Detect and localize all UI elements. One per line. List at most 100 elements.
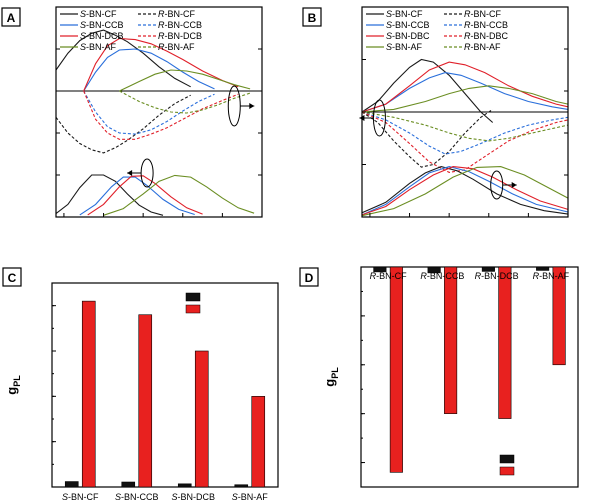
category-label-name: -BN-CCB <box>121 492 159 502</box>
category-label: R-BN-AF <box>533 271 570 281</box>
category-label-prefix: S <box>232 492 238 502</box>
legend-label-name: -BN-DBC <box>471 31 509 41</box>
bar-neat-film <box>81 300 96 488</box>
bar-neat-film <box>138 314 153 488</box>
bar-neat-film <box>498 266 512 419</box>
category-label: R-BN-DCB <box>475 271 519 281</box>
category-label-prefix: S <box>62 492 68 502</box>
legend-label-name: -BN-DCB <box>86 31 124 41</box>
legend-label-name: -BN-CCB <box>471 20 509 30</box>
series-line-cpl-2 <box>83 48 215 92</box>
category-label-name: -BN-AF <box>238 492 268 502</box>
legend-swatch <box>185 304 201 314</box>
legend-label: R-BN-CF <box>464 9 501 19</box>
y-axis-title-main: g <box>322 379 337 387</box>
bar-neat-film <box>251 396 266 488</box>
legend-label: R-BN-DCB <box>158 31 202 41</box>
bar-solution <box>481 266 495 272</box>
legend-label-name: -BN-CF <box>392 9 423 19</box>
panel-a: A S-BN-CF R-BN-CFS-BN-CCB R-BN-CCBS-BN-DCB… <box>1 6 263 218</box>
category-label-name: -BN-CCB <box>427 271 465 281</box>
y-axis-title-main: g <box>4 387 19 395</box>
legend-label-prefix: S <box>80 42 86 52</box>
legend-label: R-BN-DBC <box>464 31 508 41</box>
category-label: R-BN-CCB <box>420 271 464 281</box>
legend-swatch <box>185 292 201 302</box>
annotation-ellipse <box>140 158 154 188</box>
plot-frame <box>51 282 279 488</box>
series-line-cpl-3 <box>361 111 569 155</box>
bar-neat-film <box>552 266 566 366</box>
panel-c-badge <box>2 267 22 287</box>
series-line-cpl-0 <box>361 58 494 123</box>
panel-b-letter: B <box>308 11 317 25</box>
series-line-pl-10 <box>87 175 203 216</box>
legend-label-name: -BN-DCB <box>165 31 203 41</box>
legend-label-prefix: R <box>158 42 165 52</box>
panel-d-badge <box>299 267 319 287</box>
category-label: S-BN-CCB <box>115 492 159 502</box>
legend-label-prefix: R <box>464 20 471 30</box>
annotation-ellipse <box>227 85 241 127</box>
bar-neat-film <box>444 266 458 414</box>
legend-label: R-BN-CCB <box>464 20 508 30</box>
legend-label-name: -BN-DBC <box>392 31 430 41</box>
series-line-pl-10 <box>361 166 569 216</box>
legend-swatch <box>499 466 515 476</box>
legend-label-prefix: S <box>386 9 392 19</box>
legend-label: S-BN-AF <box>80 42 117 52</box>
series-line-cpl-1 <box>55 94 191 154</box>
y-axis-title: gPL <box>322 367 340 387</box>
series-line-cpl-7 <box>119 90 251 114</box>
bar-solution <box>64 481 79 488</box>
legend-label: S-BN-CF <box>80 9 117 19</box>
category-label-name: -BN-DCB <box>481 271 519 281</box>
series-line-cpl-4 <box>361 61 569 113</box>
legend-label-name: -BN-CCB <box>165 20 203 30</box>
annotation-arrowhead <box>511 182 517 188</box>
series-line-pl-8 <box>361 166 569 215</box>
legend-label-name: -BN-AF <box>165 42 195 52</box>
plot-frame <box>360 266 579 488</box>
series-line-pl-11 <box>103 174 255 216</box>
legend-label-name: -BN-CCB <box>86 20 124 30</box>
legend-label-prefix: R <box>158 31 165 41</box>
legend-label-name: -BN-AF <box>86 42 116 52</box>
series-line-cpl-4 <box>83 37 239 92</box>
series-line-cpl-5 <box>361 111 569 173</box>
panel-a-letter: A <box>7 11 16 25</box>
y-axis-title-subscript: PL <box>12 375 22 387</box>
category-label-prefix: R <box>420 271 427 281</box>
series-line-cpl-6 <box>119 69 251 92</box>
series-line-pl-8 <box>55 174 164 216</box>
bar-solution <box>121 481 136 488</box>
legend-label: S-BN-AF <box>386 42 423 52</box>
legend-label-prefix: S <box>80 9 86 19</box>
bar-neat-film <box>389 266 403 473</box>
legend-label: R-BN-AF <box>158 42 195 52</box>
series-line-cpl-5 <box>83 90 239 140</box>
series-line-cpl-2 <box>361 72 569 113</box>
bar-solution <box>427 266 441 274</box>
series-line-cpl-1 <box>361 108 494 168</box>
legend-label-name: -BN-AF <box>471 42 501 52</box>
bar-solution <box>536 266 550 271</box>
category-label: R-BN-CF <box>370 271 407 281</box>
series-line-pl-9 <box>361 166 569 216</box>
legend-label-prefix: R <box>158 9 165 19</box>
category-label-prefix: R <box>370 271 377 281</box>
bar-neat-film <box>194 350 209 488</box>
panel-c-letter: C <box>8 271 17 285</box>
bar-solution <box>373 266 387 273</box>
category-label-prefix: S <box>115 492 121 502</box>
legend-label-prefix: R <box>464 31 471 41</box>
legend-label-prefix: S <box>80 31 86 41</box>
legend-label-prefix: R <box>464 9 471 19</box>
legend-swatch <box>499 454 515 464</box>
bar-solution <box>234 484 249 488</box>
category-label-prefix: R <box>475 271 482 281</box>
annotation-arrowhead <box>359 115 365 121</box>
